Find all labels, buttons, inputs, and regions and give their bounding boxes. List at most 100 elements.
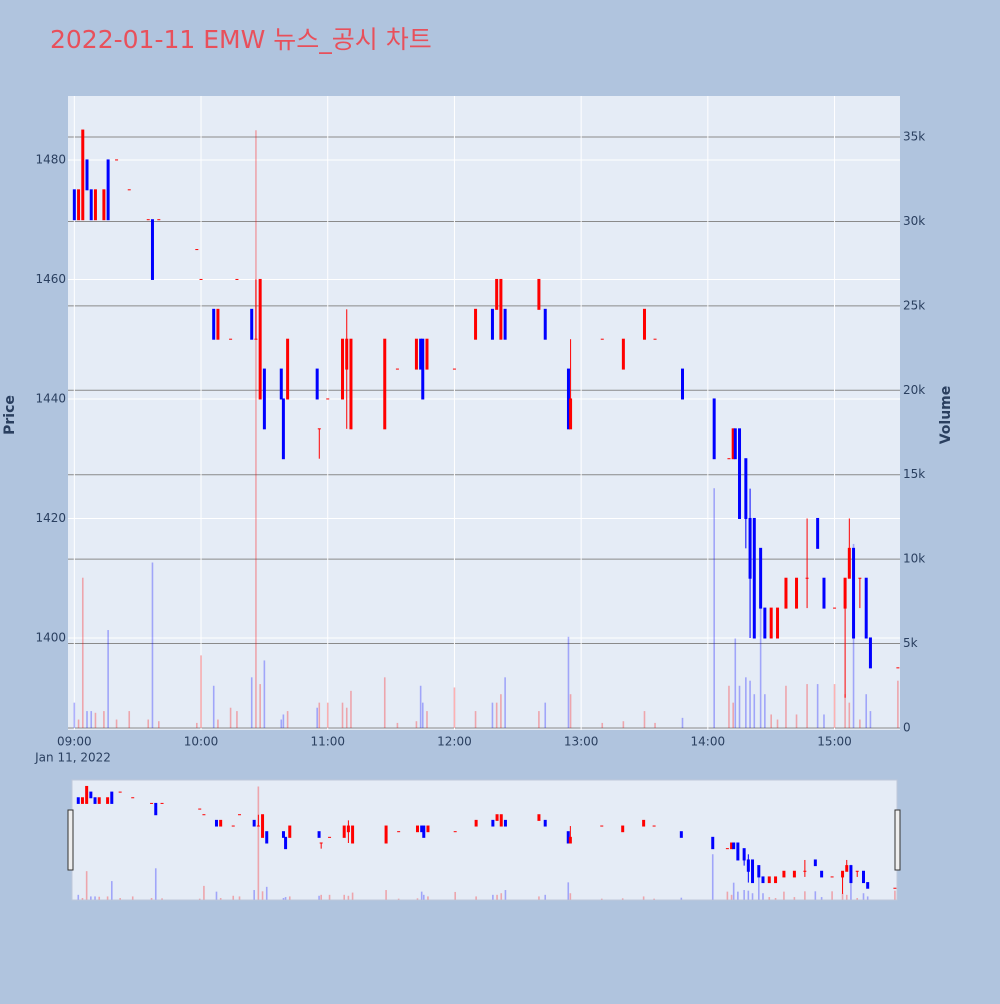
slider-handle[interactable] (894, 809, 901, 871)
slider-volume-bar (454, 891, 456, 900)
candle-body (258, 278, 262, 400)
slider-candle-body (761, 876, 765, 884)
candle-body (414, 338, 418, 370)
candle-body (115, 159, 119, 161)
slider-volume-bar (726, 891, 729, 900)
slider-candle-body (89, 791, 93, 799)
slider-candle-body (866, 882, 870, 889)
slider-candle-body (841, 870, 845, 878)
slider-candle-body (131, 797, 135, 799)
candle-body (731, 428, 735, 460)
candle-body (852, 547, 856, 639)
candle-body (474, 308, 478, 340)
slider-volume-bar (318, 895, 320, 900)
slider-volume-bar (730, 894, 733, 900)
slider-volume-bar (90, 896, 92, 900)
candle-body (805, 577, 809, 579)
y-tick-label: 1460 (35, 272, 66, 286)
volume-bar (326, 702, 329, 728)
slider-candle-body (415, 825, 419, 833)
slider-candle-body (803, 870, 807, 872)
slider-volume-bar (600, 898, 603, 900)
slider-volume-bar (110, 881, 113, 900)
slider-candle-body (725, 848, 729, 850)
candle-body (395, 368, 399, 370)
slider-volume-bar (284, 897, 287, 900)
slider-candle-body (893, 887, 897, 889)
candle-body (383, 338, 387, 430)
volume-bar (158, 721, 160, 728)
slider-volume-bar (567, 882, 570, 900)
candle-body (566, 368, 570, 430)
slider-volume-bar (282, 898, 285, 900)
slider-candle-body (730, 842, 734, 850)
candle-body (93, 189, 97, 221)
slider-candle-body (813, 859, 817, 867)
volume-bar (259, 684, 261, 728)
slider-volume-bar (253, 890, 255, 900)
slider-volume-bar (119, 898, 121, 900)
slider-candle-body (426, 825, 430, 833)
volume-bar (770, 714, 772, 728)
slider-volume-bar (544, 894, 547, 900)
slider-candle-body (198, 808, 202, 810)
candle-body (600, 338, 604, 340)
candle-body (858, 577, 862, 579)
slider-candle-body (288, 825, 292, 838)
slider-volume-bar (131, 896, 134, 900)
volume-bar (795, 714, 798, 728)
slider-volume-bar (288, 896, 291, 900)
candle-body (752, 517, 756, 639)
candle-body (748, 517, 752, 579)
volume-bar (396, 722, 399, 728)
volume-bar (453, 687, 456, 728)
slider-candle-body (830, 876, 834, 878)
x-date-label: Jan 11, 2022 (34, 751, 111, 765)
candle-body (733, 428, 737, 460)
slider-volume-bar (831, 891, 833, 900)
volume-bar (282, 714, 285, 728)
y-tick-label: 1420 (35, 511, 66, 525)
slider-candle-body (736, 842, 740, 861)
volume-bar (419, 685, 422, 728)
slider-volume-bar (203, 885, 205, 900)
volume-bar (495, 702, 498, 728)
slider-candle-body (652, 825, 656, 827)
candle-body (286, 338, 290, 400)
slider-candle-body (150, 802, 154, 804)
y2-tick-label: 20k (903, 383, 925, 397)
candle-body (199, 278, 203, 280)
slider-volume-bar (751, 893, 754, 900)
volume-bar (897, 680, 899, 728)
slider-candle-body (767, 876, 771, 884)
range-slider[interactable] (71, 779, 898, 901)
y-tick-label: 1480 (35, 152, 66, 166)
candle-body (235, 278, 239, 280)
candle-body (763, 607, 767, 639)
volume-bar (103, 711, 105, 728)
slider-candle-body (261, 814, 265, 838)
volume-bar (654, 722, 656, 728)
slider-candle-body (537, 814, 541, 821)
volume-bar (734, 638, 737, 728)
slider-volume-bar (894, 890, 896, 900)
slider-candle-body (861, 870, 865, 884)
slider-volume-bar (758, 876, 760, 900)
candle-body (85, 159, 89, 191)
slider-volume-bar (106, 896, 109, 900)
volume-bar (94, 712, 97, 728)
slider-volume-bar (820, 897, 823, 900)
volume-bar (128, 711, 131, 728)
slider-volume-bar (420, 891, 423, 900)
slider-candle-body (256, 825, 260, 827)
slider-volume-bar (343, 894, 346, 900)
slider-volume-bar (814, 891, 817, 900)
candle-body (250, 308, 254, 340)
slider-handle[interactable] (67, 809, 74, 871)
slider-candle-body (757, 865, 761, 878)
candle-body (759, 547, 763, 609)
slider-volume-bar (475, 896, 477, 900)
volume-bar (229, 707, 232, 728)
slider-candle-body (328, 836, 332, 838)
slider-candle-body (80, 797, 84, 804)
